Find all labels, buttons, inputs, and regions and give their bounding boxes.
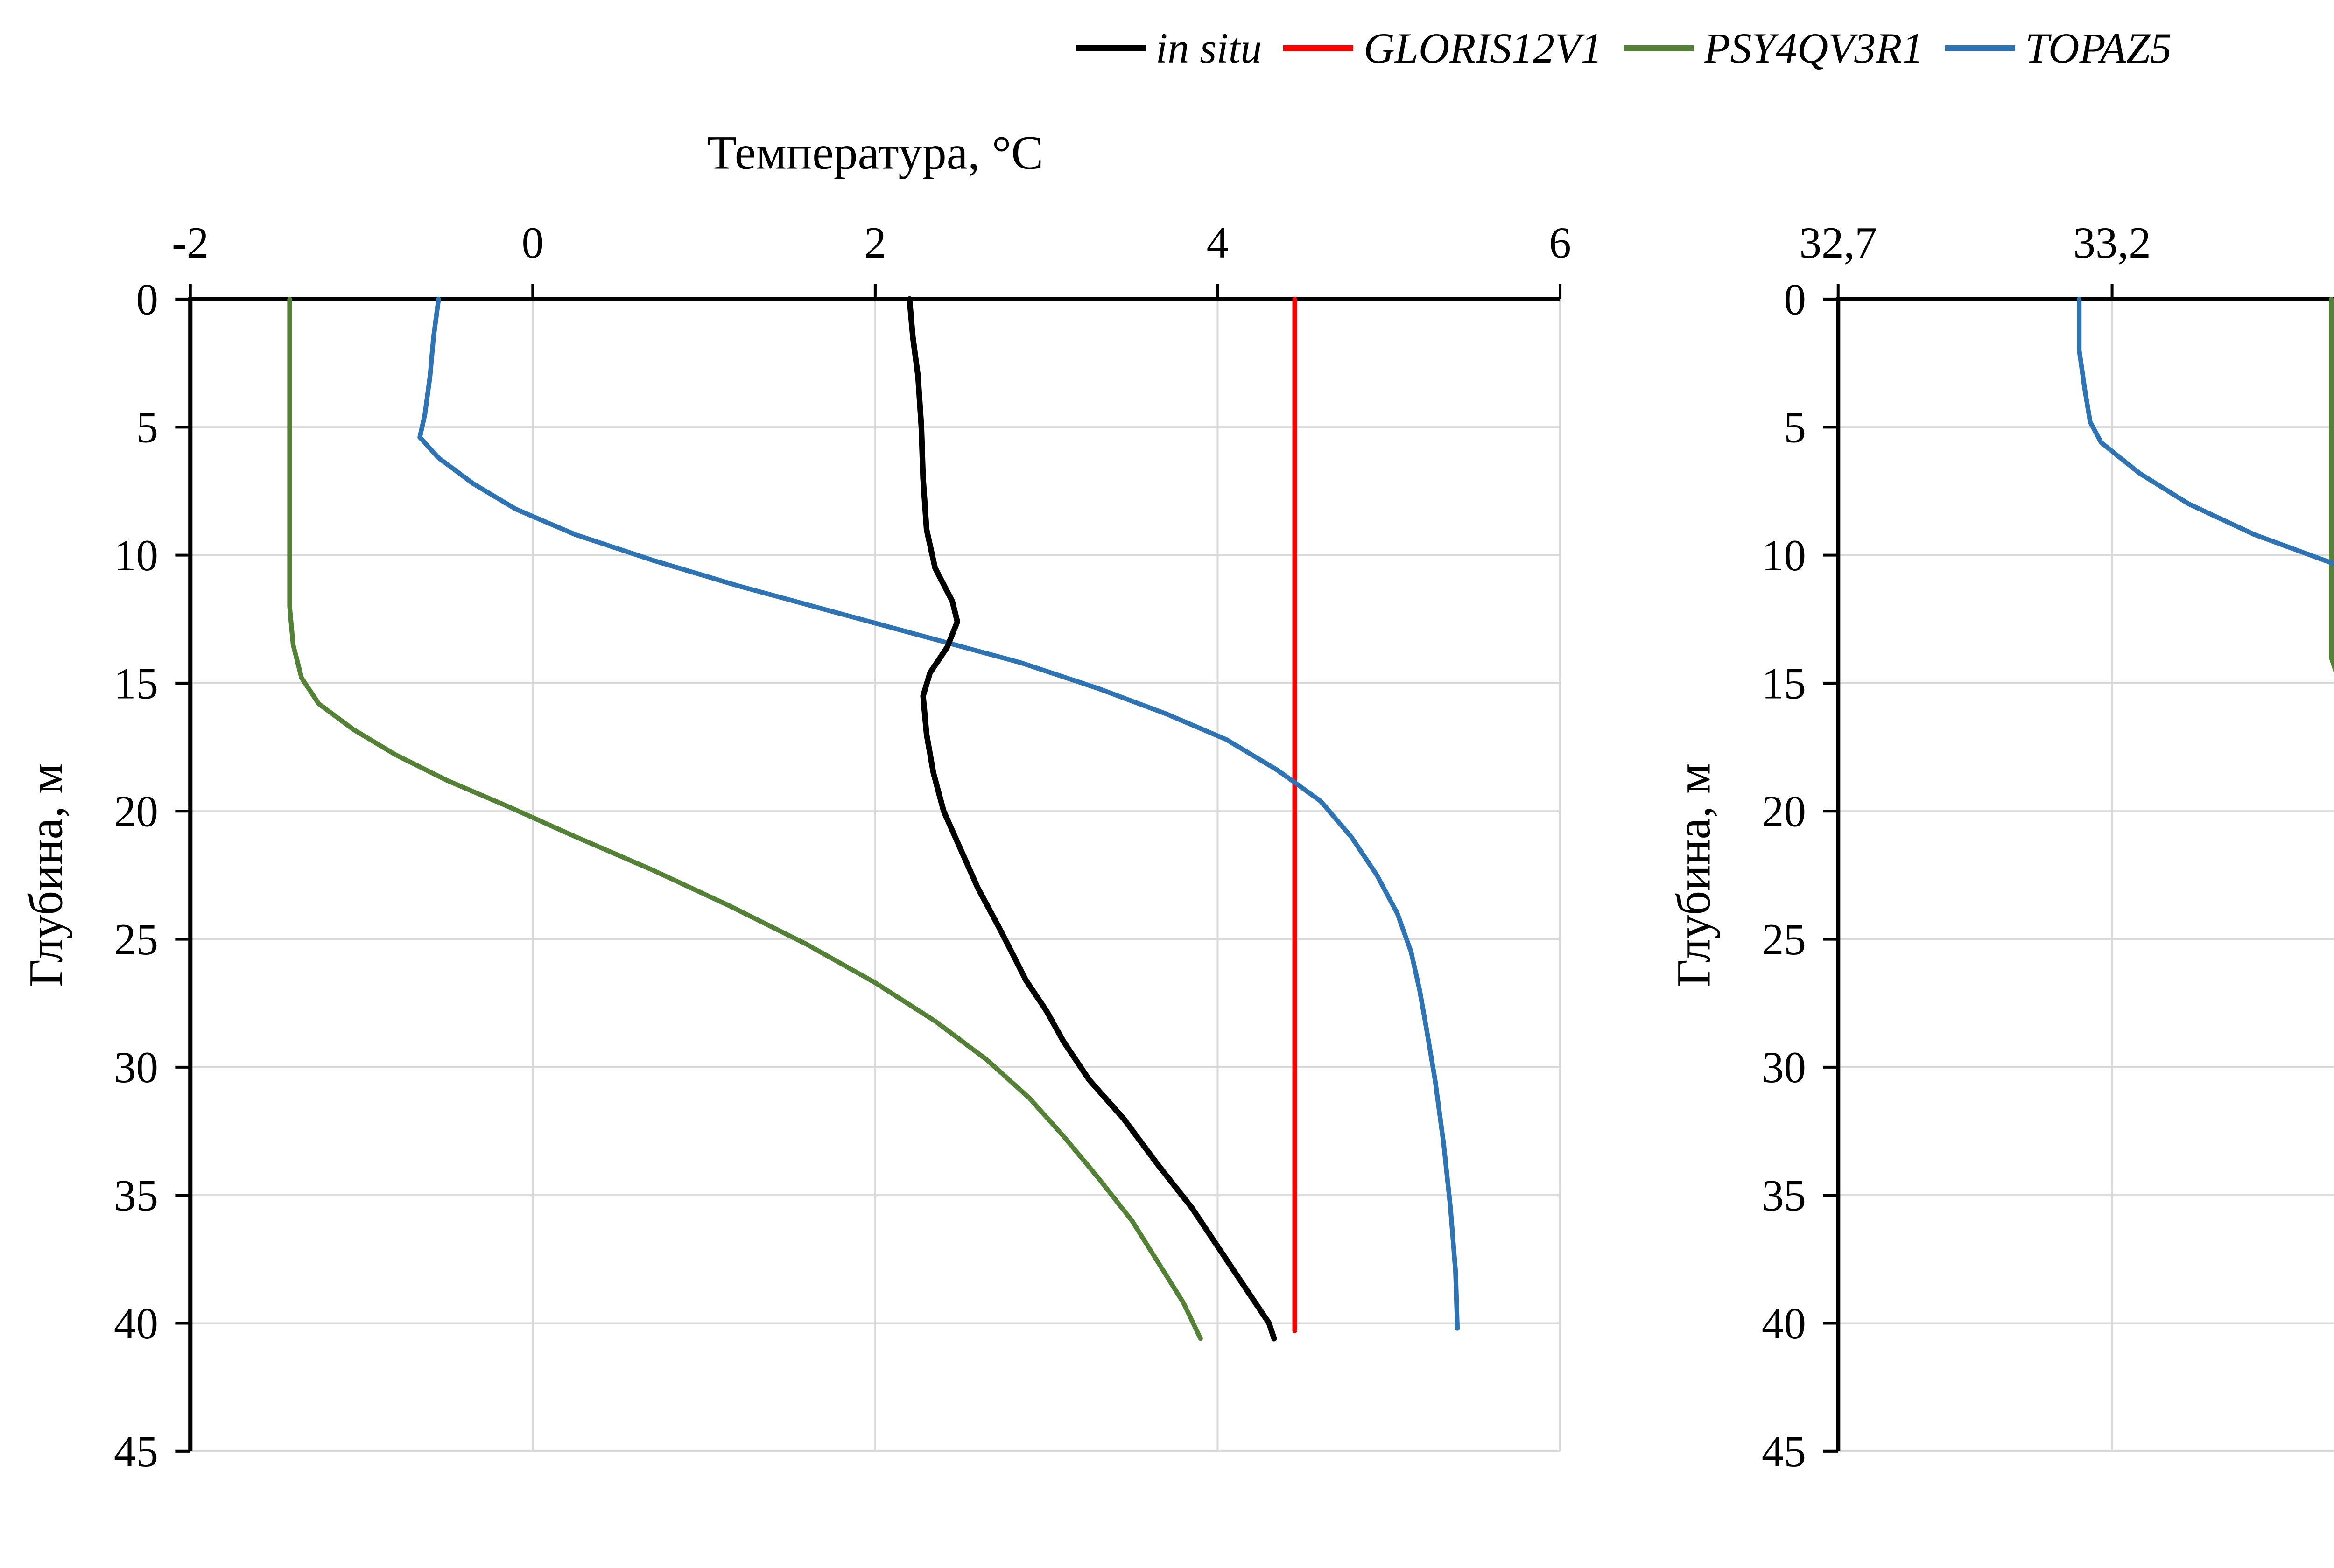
charts-row: -2 0 2 4 6 0 5 10 15 20 25 30 35 40 45 Температура, °С Г…	[0, 101, 2334, 1498]
x-tick-label: 4	[1207, 218, 1229, 267]
x-axis-title: Температура, °С	[707, 126, 1043, 180]
legend-item-in-situ: in situ	[1075, 23, 1262, 73]
temperature-chart-canvas: -2 0 2 4 6 0 5 10 15 20 25 30 35 40 45 Температура, °С Г…	[20, 126, 1571, 1476]
salinity-chart-canvas: 32,733,233,734,234,735,20510152025303540…	[1667, 218, 2334, 1476]
temperature-profile-chart: -2 0 2 4 6 0 5 10 15 20 25 30 35 40 45 Температура, °С Г…	[11, 101, 1589, 1498]
y-tick-label: 40	[114, 1299, 158, 1348]
y-tick-label: 20	[1762, 787, 1806, 836]
legend-item-gloris12v1: GLORIS12V1	[1283, 23, 1602, 73]
salinity-profile-chart: 32,733,233,734,234,735,20510152025303540…	[1659, 101, 2334, 1498]
y-tick-label: 45	[114, 1427, 158, 1476]
y-tick-label: 35	[1762, 1171, 1806, 1220]
series-line-psy4qv3r1	[287, 296, 1203, 1341]
series-line-in-situ	[907, 296, 1277, 1342]
y-tick-label: 5	[136, 403, 158, 452]
y-tick-label: 0	[1784, 274, 1806, 324]
series-line-psy4qv3r1	[2329, 296, 2334, 674]
legend-label: TOPAZ5	[2025, 24, 2172, 72]
x-tick-label: 32,7	[1800, 218, 1877, 267]
y-tick-label: 20	[114, 787, 158, 836]
legend-line-swatch	[1624, 45, 1694, 51]
y-tick-label: 30	[114, 1043, 158, 1092]
legend-label: in situ	[1155, 24, 1262, 72]
y-tick-label: 5	[1784, 403, 1806, 452]
series-line-topaz5	[417, 296, 1460, 1331]
y-tick-label: 25	[1762, 915, 1806, 964]
y-tick-label: 10	[1762, 531, 1806, 580]
x-tick-label: 2	[864, 218, 886, 267]
legend-label: PSY4QV3R1	[1704, 24, 1924, 72]
y-tick-label: 0	[136, 274, 158, 324]
y-tick-label: 25	[114, 915, 158, 964]
legend-line-swatch	[1075, 45, 1146, 51]
y-tick-label: 10	[114, 531, 158, 580]
x-tick-label: 6	[1549, 218, 1571, 267]
x-tick-label: 0	[522, 218, 544, 267]
legend-item-psy4qv3r1: PSY4QV3R1	[1624, 23, 1924, 73]
legend-line-swatch	[1945, 45, 2015, 51]
legend-item-topaz5: TOPAZ5	[1945, 23, 2172, 73]
y-axis-title: Глубина, м	[20, 763, 73, 987]
y-tick-label: 45	[1762, 1427, 1806, 1476]
legend-label: GLORIS12V1	[1364, 24, 1603, 72]
y-tick-label: 15	[1762, 658, 1806, 708]
x-tick-label: 33,2	[2073, 218, 2151, 267]
legend-line-swatch	[1283, 45, 1354, 51]
series-line-topaz5	[2077, 296, 2334, 567]
y-tick-label: 15	[114, 658, 158, 708]
y-axis-title: Глубина, м	[1667, 763, 1721, 987]
x-tick-label: -2	[172, 218, 209, 267]
legend: in situ GLORIS12V1 PSY4QV3R1 TOPAZ5	[0, 23, 2334, 73]
y-tick-label: 35	[114, 1171, 158, 1220]
y-tick-label: 40	[1762, 1299, 1806, 1348]
y-tick-label: 30	[1762, 1043, 1806, 1092]
